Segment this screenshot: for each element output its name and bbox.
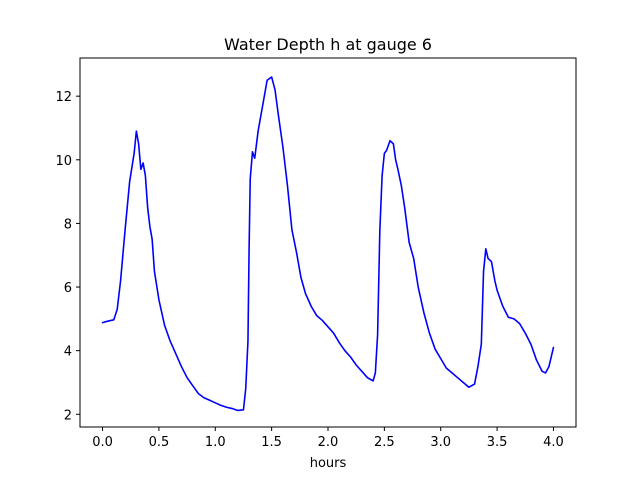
plot-frame (79, 57, 577, 428)
x-axis-label: hours (310, 456, 347, 471)
x-tick-label: 0.0 (92, 435, 113, 450)
x-tick-label: 1.5 (261, 435, 282, 450)
x-tick-label: 1.0 (205, 435, 226, 450)
y-tick-label: 6 (64, 281, 72, 296)
x-tick-label: 2.0 (318, 435, 339, 450)
y-tick-label: 12 (55, 90, 72, 105)
series-layer (101, 76, 555, 412)
y-tick-label: 8 (64, 217, 72, 232)
y-tick-label: 2 (64, 408, 72, 423)
chart-title: Water Depth h at gauge 6 (224, 35, 432, 54)
y-tick-label: 4 (64, 345, 72, 360)
x-tick-label: 3.5 (487, 435, 508, 450)
x-tick-label: 0.5 (149, 435, 170, 450)
x-tick-label: 2.5 (374, 435, 395, 450)
series-line (101, 76, 555, 412)
y-tick-label: 10 (55, 154, 72, 169)
x-tick-label: 4.0 (543, 435, 564, 450)
y-axis: 2 4 6 8 10 12 (55, 90, 80, 423)
x-axis: 0.0 0.5 1.0 1.5 2.0 2.5 3.0 3.5 4.0 (92, 427, 564, 450)
x-tick-label: 3.0 (430, 435, 451, 450)
